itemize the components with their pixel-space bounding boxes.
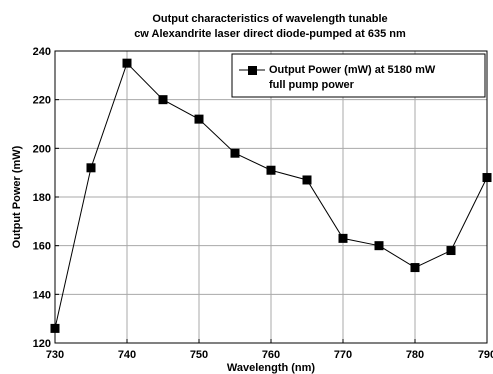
legend: Output Power (mW) at 5180 mW full pump p… — [231, 53, 486, 98]
legend-box — [231, 53, 486, 98]
legend-label-line-2: full pump power — [269, 79, 355, 91]
legend-label-line-1: Output Power (mW) at 5180 mW — [269, 64, 436, 76]
y-axis-ticks: 120 140 160 180 200 220 240 — [33, 46, 59, 350]
series-group — [50, 58, 492, 333]
data-point-marker — [194, 114, 204, 124]
data-point-marker — [410, 263, 420, 273]
x-tick-label: 770 — [334, 349, 352, 361]
data-point-marker — [266, 165, 276, 175]
y-tick-label: 200 — [33, 143, 51, 155]
legend-marker-square — [248, 66, 257, 75]
x-axis-label: Wavelength (nm) — [227, 362, 316, 374]
x-tick-label: 740 — [118, 349, 136, 361]
data-point-marker — [338, 233, 348, 243]
y-tick-label: 240 — [33, 46, 51, 58]
data-point-marker — [446, 246, 456, 256]
y-tick-label: 160 — [33, 241, 51, 253]
data-point-marker — [86, 163, 96, 173]
data-point-marker — [50, 323, 60, 333]
grid — [55, 51, 487, 343]
x-tick-label: 750 — [190, 349, 208, 361]
x-axis-ticks: 730 740 750 760 770 780 790 — [46, 339, 493, 361]
data-point-marker — [302, 175, 312, 185]
x-tick-label: 790 — [478, 349, 493, 361]
data-point-marker — [230, 148, 240, 158]
data-point-marker — [374, 241, 384, 251]
chart-title-line-1: Output characteristics of wavelength tun… — [152, 13, 387, 25]
y-tick-label: 220 — [33, 95, 51, 107]
x-tick-label: 760 — [262, 349, 280, 361]
y-tick-label: 120 — [33, 338, 51, 350]
plot-area-border — [54, 50, 488, 344]
data-point-marker — [122, 58, 132, 68]
y-tick-label: 140 — [33, 289, 51, 301]
x-tick-label: 730 — [46, 349, 64, 361]
y-tick-label: 180 — [33, 192, 51, 204]
chart-title-line-2: cw Alexandrite laser direct diode-pumped… — [134, 28, 406, 40]
data-point-marker — [158, 95, 168, 105]
x-tick-label: 780 — [406, 349, 424, 361]
data-point-marker — [482, 173, 492, 183]
y-axis-label: Output Power (mW) — [11, 145, 23, 248]
